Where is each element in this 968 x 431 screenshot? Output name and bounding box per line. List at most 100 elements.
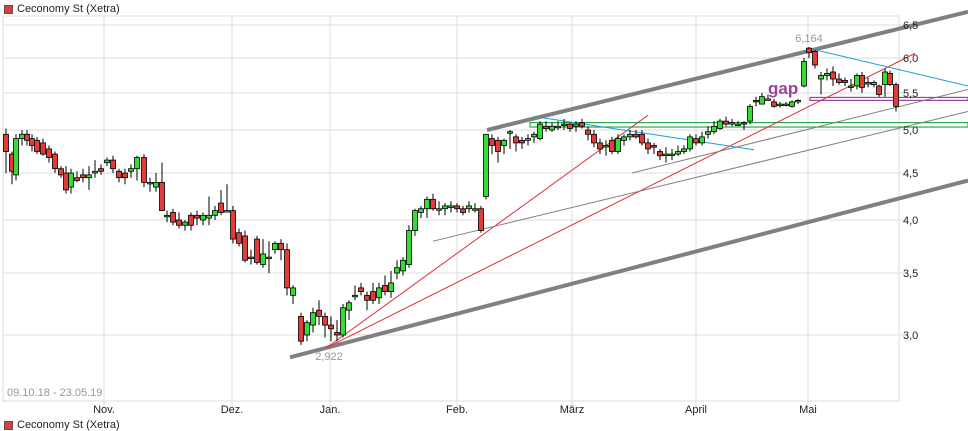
candle-up xyxy=(153,181,159,188)
candle-down xyxy=(46,148,52,158)
plot-frame xyxy=(2,15,900,402)
candle-up xyxy=(871,82,877,85)
candle-up xyxy=(603,145,609,148)
y-axis-label: 6,0 xyxy=(903,53,918,65)
candle-up xyxy=(182,221,188,226)
candle-down xyxy=(651,145,657,148)
candle-down xyxy=(74,177,80,181)
candle-up xyxy=(472,208,478,211)
candle-down xyxy=(585,129,591,135)
candle-up xyxy=(466,205,472,210)
red-trend-steep xyxy=(326,114,649,348)
candle-down xyxy=(194,214,200,219)
candle-down xyxy=(254,238,260,263)
candle-up xyxy=(206,214,212,219)
x-axis-label: Jan. xyxy=(320,404,341,416)
candle-down xyxy=(478,208,484,232)
candle-down xyxy=(170,212,176,223)
candle-down xyxy=(836,78,842,83)
candle-up xyxy=(412,210,418,232)
candle-up xyxy=(615,138,621,152)
candle-down xyxy=(52,153,58,170)
footer-legend: Ceconomy St (Xetra) xyxy=(4,419,120,431)
candle-down xyxy=(370,291,376,301)
candle-up xyxy=(248,256,254,260)
candle-up xyxy=(705,131,711,135)
candle-up xyxy=(310,312,316,326)
low-annotation: 2,922 xyxy=(315,351,343,363)
candle-down xyxy=(645,142,651,150)
candle-up xyxy=(224,210,230,213)
candle-down xyxy=(597,142,603,150)
candle-down xyxy=(430,198,436,210)
candle-up xyxy=(104,159,110,164)
y-axis-label: 3,5 xyxy=(903,268,918,280)
candle-up xyxy=(573,123,579,127)
candle-up xyxy=(388,282,394,293)
candle-down xyxy=(63,172,69,191)
candle-up xyxy=(68,172,74,188)
candle-down xyxy=(591,133,597,144)
candle-up xyxy=(681,148,687,152)
candle-down xyxy=(489,138,495,146)
candle-up xyxy=(663,153,669,156)
candle-up xyxy=(777,103,783,106)
candle-down xyxy=(364,294,370,301)
candle-down xyxy=(567,123,573,129)
candle-down xyxy=(633,133,639,138)
x-axis-label: Nov. xyxy=(93,404,115,416)
candle-down xyxy=(80,174,86,179)
candle-up xyxy=(795,100,801,103)
candle-up xyxy=(818,75,824,80)
candle-up xyxy=(424,198,430,210)
candle-up xyxy=(765,98,771,101)
candle-up xyxy=(436,208,442,211)
candle-up xyxy=(747,105,753,122)
candle-up xyxy=(200,214,206,221)
candle-down xyxy=(316,309,322,317)
candle-up xyxy=(483,133,489,197)
candle-down xyxy=(322,315,328,326)
x-axis-label: Dez. xyxy=(221,404,244,416)
candle-down xyxy=(188,214,194,226)
candle-down xyxy=(812,51,818,66)
candle-up xyxy=(86,174,92,179)
red-trend-long xyxy=(326,52,916,348)
candle-up xyxy=(400,259,406,272)
candle-down xyxy=(830,71,836,80)
candle-up xyxy=(801,61,807,87)
candle-up xyxy=(147,181,153,185)
candle-down xyxy=(3,133,9,152)
candle-down xyxy=(328,324,334,330)
candle-up xyxy=(525,138,531,141)
candle-up xyxy=(507,131,513,134)
candle-up xyxy=(394,267,400,274)
candle-down xyxy=(723,120,729,125)
candle-down xyxy=(741,122,747,125)
candle-up xyxy=(882,71,888,85)
x-axis-label: April xyxy=(685,404,707,416)
candle-up xyxy=(128,168,134,172)
candle-down xyxy=(122,172,128,179)
candle-up xyxy=(621,136,627,141)
y-axis-label: 5,0 xyxy=(903,125,918,137)
candle-up xyxy=(555,125,561,129)
candle-down xyxy=(859,75,865,88)
candle-up xyxy=(290,287,296,296)
candle-down xyxy=(230,210,236,240)
candle-up xyxy=(340,307,346,336)
candle-up xyxy=(418,208,424,213)
candle-down xyxy=(513,136,519,144)
candle-down xyxy=(176,219,182,226)
candle-up xyxy=(717,120,723,129)
candle-up xyxy=(376,287,382,299)
candle-down xyxy=(116,170,122,179)
candle-up xyxy=(304,322,310,336)
candle-down xyxy=(495,139,501,152)
candle-up xyxy=(824,73,830,76)
candle-up xyxy=(759,96,765,105)
candle-down xyxy=(298,315,304,342)
candle-up xyxy=(266,256,272,260)
candle-up xyxy=(549,125,555,131)
